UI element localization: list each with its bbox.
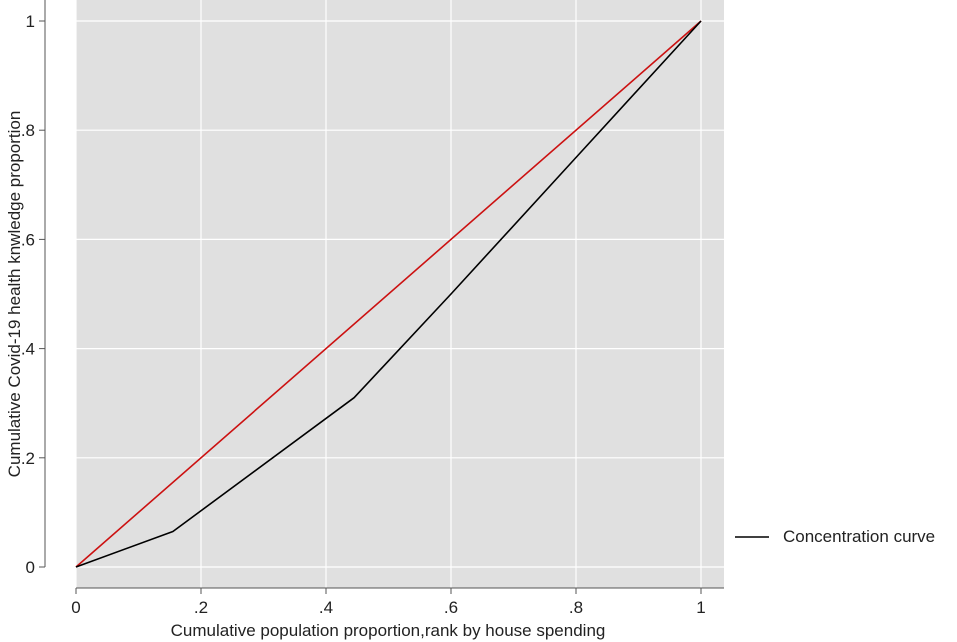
y-axis-ticks: 0 .2 .4 .6 .8 1 bbox=[21, 12, 45, 577]
y-tick-label: .8 bbox=[21, 121, 35, 140]
concentration-curve-line bbox=[75, 20, 702, 568]
y-tick-label: 1 bbox=[26, 12, 35, 31]
y-tick-label: .6 bbox=[21, 230, 35, 249]
equality-line bbox=[75, 20, 702, 568]
y-tick-label: .4 bbox=[21, 340, 35, 359]
x-tick-label: .8 bbox=[569, 598, 583, 617]
x-tick-label: .6 bbox=[444, 598, 458, 617]
x-tick-label: 0 bbox=[71, 598, 80, 617]
y-tick-label: .2 bbox=[21, 449, 35, 468]
y-tick-label: 0 bbox=[26, 558, 35, 577]
series-layer bbox=[75, 20, 702, 568]
y-axis-title: Cumulative Covid-19 health knwledge prop… bbox=[5, 111, 24, 478]
legend-label-concentration-curve: Concentration curve bbox=[783, 527, 935, 546]
axes bbox=[44, 0, 724, 589]
plot-background bbox=[76, 0, 724, 588]
x-tick-label: .2 bbox=[194, 598, 208, 617]
x-axis-ticks: 0 .2 .4 .6 .8 1 bbox=[71, 588, 706, 617]
legend: Concentration curve bbox=[735, 527, 935, 546]
x-tick-label: .4 bbox=[319, 598, 333, 617]
x-axis-title: Cumulative population proportion,rank by… bbox=[171, 621, 606, 640]
x-tick-label: 1 bbox=[696, 598, 705, 617]
